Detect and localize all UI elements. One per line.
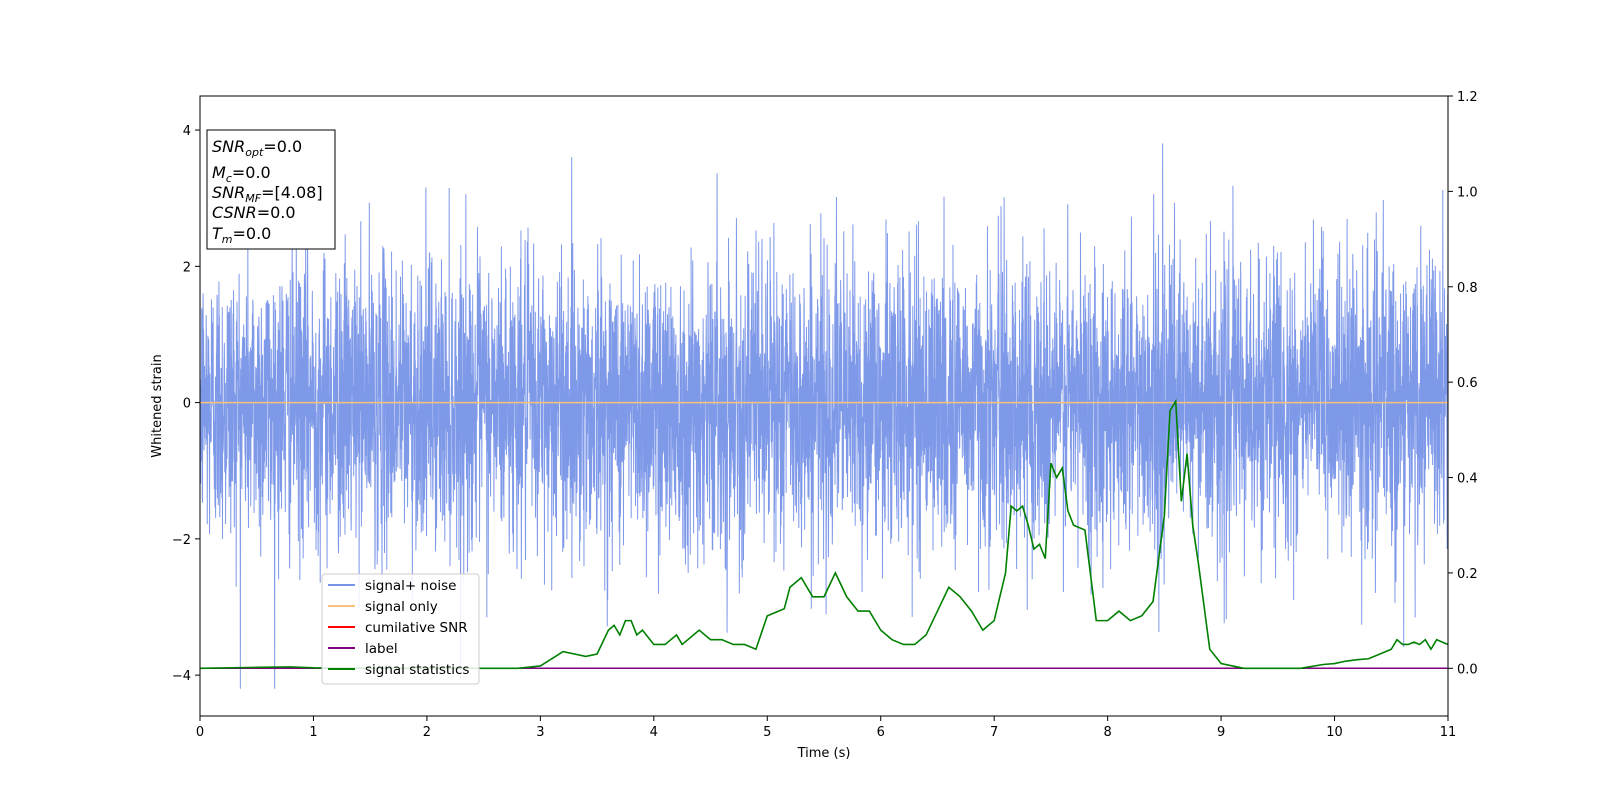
y2-tick-label-0: 0.0	[1457, 662, 1478, 677]
y2-tick-label-2: 0.4	[1457, 472, 1478, 487]
y-tick-label-3: 2	[183, 260, 191, 275]
y-axis-label: Whitened strain	[150, 354, 165, 457]
y2-tick-label-4: 0.8	[1457, 281, 1478, 296]
x-tick-label-8: 8	[1103, 725, 1111, 740]
series-path-signal-statistics	[199, 398, 1449, 670]
y-axis-left: −4 −2 0 2 4	[172, 124, 200, 684]
x-tick-label-6: 6	[877, 725, 885, 740]
x-tick-label-4: 4	[650, 725, 658, 740]
x-tick-label-5: 5	[763, 725, 771, 740]
y2-tick-label-1: 0.2	[1457, 567, 1478, 582]
x-axis: 0 1 2 3 4 5 6 7 8 9 10 11	[196, 716, 1456, 740]
legend-label-signal-statistics: signal statistics	[365, 662, 469, 678]
y-tick-label-0: −4	[172, 669, 191, 684]
series-path-signal-noise	[199, 143, 1449, 689]
x-tick-label-0: 0	[196, 725, 204, 740]
x-tick-label-3: 3	[536, 725, 544, 740]
x-axis-label: Time (s)	[797, 746, 851, 761]
plot-frame	[199, 95, 1449, 717]
y-axis-right: 0.0 0.2 0.4 0.6 0.8 1.0 1.2	[1448, 90, 1478, 677]
annotation-tm: Tm=0.0	[212, 224, 271, 246]
x-tick-label-1: 1	[309, 725, 317, 740]
legend-label-signal-only: signal only	[365, 599, 438, 615]
legend-label-signal-noise: signal+ noise	[365, 578, 456, 594]
x-tick-label-7: 7	[990, 725, 998, 740]
annotation-snr-mf: SNRMF=[4.08]	[212, 183, 323, 205]
annotation-csnr: CSNR=0.0	[212, 203, 296, 222]
annotation-snr-opt: SNRopt=0.0	[212, 137, 302, 159]
y-tick-label-1: −2	[172, 533, 191, 548]
legend-label-cumilative-snr: cumilative SNR	[365, 620, 468, 636]
y-tick-label-4: 4	[183, 124, 191, 139]
y2-tick-label-3: 0.6	[1457, 376, 1478, 391]
x-tick-label-2: 2	[423, 725, 431, 740]
annotation-box: SNRopt=0.0 Mc=0.0 SNRMF=[4.08] CSNR=0.0 …	[206, 129, 336, 250]
legend: signal+ noise signal only cumilative SNR…	[321, 573, 480, 685]
y2-tick-label-5: 1.0	[1457, 185, 1478, 200]
series-signal-noise	[199, 143, 1449, 689]
annotation-mc: Mc=0.0	[212, 163, 271, 185]
y-tick-label-2: 0	[183, 397, 191, 412]
x-tick-label-11: 11	[1440, 725, 1457, 740]
legend-label-label: label	[365, 641, 398, 657]
x-tick-label-9: 9	[1217, 725, 1225, 740]
x-tick-label-10: 10	[1326, 725, 1343, 740]
y2-tick-label-6: 1.2	[1457, 90, 1478, 105]
